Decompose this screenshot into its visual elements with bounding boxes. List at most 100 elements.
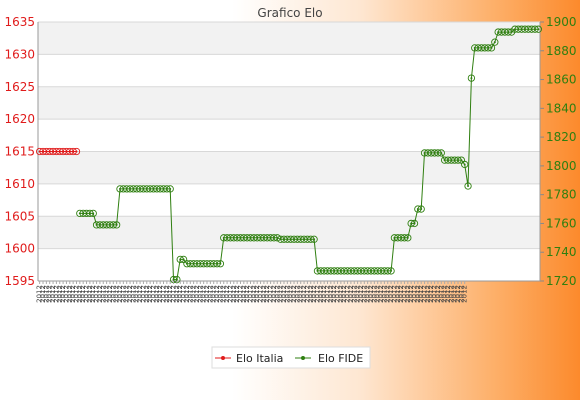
x-tick-label: 2012 <box>270 285 278 303</box>
x-tick-label: 2012 <box>66 285 74 303</box>
data-point-core-elo-fide <box>413 222 416 225</box>
data-point-elo-fide <box>491 38 499 46</box>
x-tick-label: 2012 <box>263 285 271 303</box>
x-tick-label: 2012 <box>52 285 60 303</box>
y-left-tick-label: 1625 <box>4 80 35 94</box>
y-right-tick-label: 1900 <box>546 15 577 29</box>
x-tick-label: 2012 <box>190 285 198 303</box>
x-tick-label: 2012 <box>226 285 234 303</box>
x-tick-label: 2012 <box>223 285 231 303</box>
x-tick-label: 2012 <box>454 285 462 303</box>
legend-dot-elo-italia <box>221 356 225 360</box>
data-point-elo-fide <box>467 74 476 82</box>
data-point-elo-fide <box>216 260 225 268</box>
x-tick-label: 2012 <box>176 285 184 303</box>
x-tick-label: 2012 <box>153 285 161 303</box>
x-tick-label: 2012 <box>330 285 338 303</box>
x-tick-label: 2012 <box>109 285 117 303</box>
x-tick-label: 2012 <box>210 285 218 303</box>
y-left-tick-label: 1635 <box>4 15 35 29</box>
grid-band <box>38 216 540 249</box>
x-tick-label: 2012 <box>36 285 44 303</box>
x-tick-label: 2012 <box>310 285 318 303</box>
data-point-elo-fide <box>166 185 174 193</box>
x-tick-label: 2012 <box>203 285 211 303</box>
x-tick-label: 2012 <box>46 285 54 303</box>
x-tick-label: 2012 <box>397 285 405 303</box>
x-tick-label: 2012 <box>260 285 268 303</box>
x-tick-label: 2012 <box>143 285 151 303</box>
x-tick-label: 2012 <box>233 285 241 303</box>
data-point-core-elo-fide <box>390 269 393 272</box>
data-point-core-elo-fide <box>490 46 493 49</box>
data-point-elo-fide <box>89 209 97 218</box>
x-tick-label: 2012 <box>56 285 64 303</box>
x-tick-label: 2012 <box>390 285 398 303</box>
x-tick-label: 2012 <box>156 285 164 303</box>
x-tick-label: 2012 <box>180 285 188 303</box>
data-point-core-elo-fide <box>92 212 95 215</box>
x-tick-label: 2012 <box>113 285 121 303</box>
x-tick-label: 2012 <box>394 285 402 303</box>
x-tick-label: 2012 <box>374 285 382 303</box>
y-right-tick-label: 1760 <box>546 216 577 230</box>
x-tick-label: 2012 <box>86 285 94 303</box>
x-tick-label: 2012 <box>183 285 191 303</box>
y-left-tick-label: 1620 <box>4 112 35 126</box>
x-tick-label: 2012 <box>193 285 201 303</box>
x-tick-label: 2012 <box>414 285 422 303</box>
data-point-core-elo-fide <box>420 208 423 211</box>
x-tick-label: 2012 <box>83 285 91 303</box>
data-point-core-elo-fide <box>470 77 473 80</box>
x-tick-label: 2012 <box>350 285 358 303</box>
x-tick-label: 2012 <box>364 285 372 303</box>
x-tick-label: 2012 <box>407 285 415 303</box>
x-tick-label: 2012 <box>106 285 114 303</box>
x-tick-label: 2012 <box>334 285 342 303</box>
x-tick-label: 2012 <box>163 285 171 303</box>
x-tick-label: 2012 <box>323 285 331 303</box>
x-tick-label: 2012 <box>220 285 228 303</box>
x-tick-label: 2012 <box>146 285 154 303</box>
y-right-tick-label: 1820 <box>546 130 577 144</box>
y-right-tick-label: 1720 <box>546 274 577 288</box>
x-tick-label: 2012 <box>290 285 298 303</box>
x-tick-label: 2012 <box>136 285 144 303</box>
x-tick-label: 2012 <box>139 285 147 303</box>
x-tick-label: 2012 <box>287 285 295 303</box>
x-tick-label: 2012 <box>380 285 388 303</box>
data-point-core-elo-fide <box>510 31 513 34</box>
x-tick-label: 2012 <box>434 285 442 303</box>
x-tick-label: 2012 <box>451 285 459 303</box>
y-right-tick-label: 1840 <box>546 101 577 115</box>
x-tick-label: 2012 <box>257 285 265 303</box>
y-left-tick-label: 1605 <box>4 209 35 223</box>
grid-band <box>38 22 540 55</box>
x-tick-label: 2012 <box>280 285 288 303</box>
x-tick-label: 2012 <box>357 285 365 303</box>
x-tick-label: 2012 <box>62 285 70 303</box>
x-tick-label: 2012 <box>317 285 325 303</box>
x-tick-label: 2012 <box>273 285 281 303</box>
legend-box <box>211 346 371 369</box>
grid-band <box>38 86 540 120</box>
x-tick-label: 2012 <box>370 285 378 303</box>
x-tick-label: 2012 <box>247 285 255 303</box>
x-tick-label: 2012 <box>337 285 345 303</box>
x-tick-label: 2012 <box>387 285 395 303</box>
x-tick-label: 2012 <box>200 285 208 303</box>
x-tick-label: 2012 <box>377 285 385 303</box>
x-tick-label: 2012 <box>206 285 214 303</box>
x-tick-label: 2012 <box>103 285 111 303</box>
x-tick-label: 2012 <box>126 285 134 303</box>
x-tick-label: 2012 <box>89 285 97 303</box>
data-point-elo-fide <box>273 234 281 242</box>
y-left-tick-label: 1630 <box>4 47 35 61</box>
x-tick-label: 2012 <box>186 285 194 303</box>
x-tick-label: 2012 <box>461 285 469 303</box>
data-point-core-elo-fide <box>467 185 470 188</box>
x-tick-label: 2012 <box>59 285 67 303</box>
x-tick-label: 2012 <box>354 285 362 303</box>
x-tick-label: 2012 <box>437 285 445 303</box>
